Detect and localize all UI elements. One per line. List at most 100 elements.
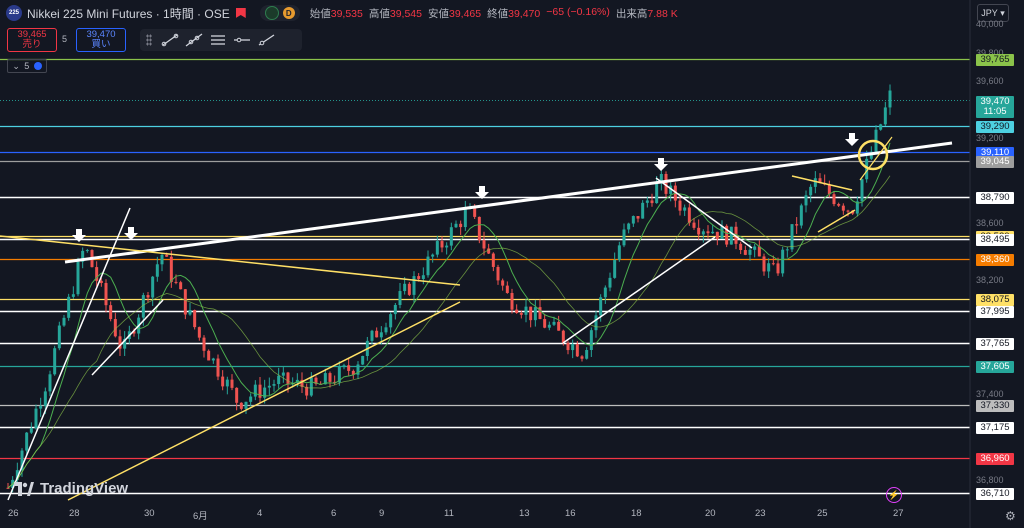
candle-body — [529, 306, 533, 321]
status-pill[interactable]: D — [259, 5, 300, 21]
ohlc-readout: 始値39,535 高値39,545 安値39,465 終値39,470 −65 … — [310, 6, 678, 21]
date-tick-label: 26 — [8, 508, 19, 519]
candle-body — [15, 470, 19, 480]
buy-button[interactable]: 39,470 買い — [76, 28, 126, 52]
candle-body — [29, 428, 33, 433]
candle-body — [179, 282, 183, 290]
yellow-trendline — [0, 235, 461, 286]
candle-body — [795, 224, 799, 226]
candle-body — [496, 266, 500, 281]
candle-body — [799, 205, 803, 226]
level-price-label: 38,360 — [976, 253, 1014, 266]
candle-body — [361, 355, 365, 365]
candle-body — [832, 194, 836, 205]
candle-body — [622, 229, 626, 246]
horizontal-line-tool-icon[interactable] — [230, 30, 254, 50]
candle-body — [48, 374, 52, 392]
level-price-label: 37,175 — [976, 421, 1014, 434]
candle-body — [356, 364, 360, 375]
sell-label: 売り — [22, 39, 42, 50]
date-tick-label: 30 — [144, 508, 155, 519]
candle-body — [454, 223, 458, 228]
candle-body — [67, 296, 71, 318]
candle-body — [827, 184, 831, 195]
high-value: 39,545 — [389, 7, 422, 20]
candle-body — [477, 216, 481, 241]
candle-body — [589, 330, 593, 351]
candle-body — [281, 372, 285, 376]
candle-body — [729, 226, 733, 245]
candle-body — [757, 246, 761, 257]
candle-body — [393, 304, 397, 315]
candle-body — [697, 227, 701, 235]
currency-label: JPY — [981, 8, 998, 18]
ray-tool-icon[interactable] — [254, 30, 278, 50]
highlight-circle — [857, 139, 889, 171]
drag-handle-icon[interactable] — [146, 34, 152, 46]
candle-body — [328, 373, 332, 382]
candle-body — [580, 356, 584, 359]
current-price-value: 39,470 — [980, 96, 1010, 107]
candle-body — [641, 202, 645, 219]
date-tick-label: 6 — [331, 508, 337, 519]
candle-body — [323, 373, 327, 385]
candle-body — [221, 376, 225, 387]
candle-body — [43, 391, 47, 406]
candle-body — [571, 344, 575, 351]
candle-body — [683, 207, 687, 211]
candle-body — [407, 283, 411, 295]
candle-body — [375, 330, 379, 338]
indicator-color-icon — [33, 62, 42, 70]
candle-body — [216, 358, 220, 377]
lightning-icon[interactable]: ⚡ — [886, 487, 902, 503]
trendline-tool-icon[interactable] — [158, 30, 182, 50]
arrow-marker-3 — [475, 186, 489, 199]
candle-body — [743, 250, 747, 255]
candle-body — [636, 216, 640, 219]
yellow-flag-bottom — [817, 209, 856, 233]
candle-body — [631, 216, 635, 224]
candle-body — [123, 338, 127, 349]
candle-body — [165, 254, 169, 257]
currency-selector[interactable]: JPY ▾ — [977, 4, 1009, 22]
candle-body — [99, 280, 103, 284]
drawing-annotations — [0, 133, 953, 501]
candle-body — [6, 487, 10, 489]
change-value: −65 (−0.16%) — [546, 5, 610, 18]
high-label: 高値 — [368, 7, 390, 20]
candle-body — [482, 240, 486, 249]
candle-body — [384, 327, 388, 333]
sell-price: 39,465 — [17, 29, 47, 40]
candles — [6, 84, 892, 493]
candle-body — [230, 379, 234, 388]
candle-body — [594, 315, 598, 331]
arrow-marker-5 — [845, 133, 859, 146]
candle-body — [599, 297, 603, 316]
volume-value: 7.88 K — [647, 7, 678, 20]
buy-price: 39,470 — [86, 29, 116, 40]
candle-body — [463, 208, 467, 228]
level-price-label: 36,960 — [976, 452, 1014, 465]
gear-icon[interactable]: ⚙ — [1005, 509, 1016, 523]
candle-body — [501, 280, 505, 286]
candle-body — [286, 372, 290, 385]
white-support-line-2 — [91, 299, 164, 376]
candle-body — [188, 310, 192, 315]
volume-indicator-badge[interactable]: ⌄ 5 — [7, 59, 47, 73]
candle-body — [804, 195, 808, 206]
flag-icon[interactable] — [235, 8, 246, 18]
parallel-channel-tool-icon[interactable] — [206, 30, 230, 50]
extended-line-tool-icon[interactable] — [182, 30, 206, 50]
level-price-label: 37,605 — [976, 360, 1014, 373]
date-tick-label: 20 — [705, 508, 716, 519]
candle-body — [272, 384, 276, 386]
candle-body — [473, 206, 477, 217]
date-tick-label: 6月 — [193, 511, 208, 522]
candle-body — [711, 231, 715, 234]
candle-body — [510, 292, 514, 310]
candle-body — [449, 227, 453, 246]
symbol-title[interactable]: Nikkei 225 Mini Futures · 1時間 · OSE — [27, 6, 230, 21]
candle-body — [879, 124, 883, 130]
sell-button[interactable]: 39,465 売り — [7, 28, 57, 52]
